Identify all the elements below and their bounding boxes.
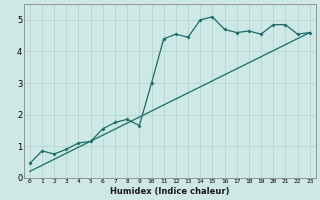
X-axis label: Humidex (Indice chaleur): Humidex (Indice chaleur) xyxy=(110,187,229,196)
